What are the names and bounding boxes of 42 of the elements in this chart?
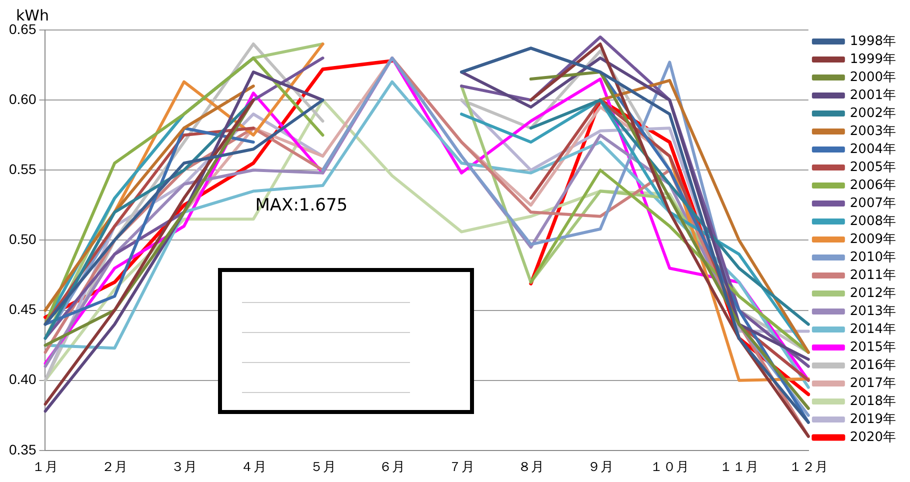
x-tick-label: ９月: [587, 458, 614, 474]
x-tick-label: ５月: [310, 458, 336, 474]
legend-label: 2016年: [850, 358, 896, 373]
legend-label: 1998年: [850, 34, 896, 49]
legend-label: 2019年: [850, 412, 896, 427]
legend-label: 2013年: [850, 304, 896, 319]
x-tick-label: ７月: [448, 458, 475, 474]
x-tick-label: ８月: [518, 458, 544, 474]
legend-label: 2003年: [850, 124, 896, 139]
legend-label: 2004年: [850, 142, 896, 157]
y-tick-label: 0.50: [9, 231, 36, 248]
legend-label: 2007年: [850, 196, 896, 211]
legend-label: 2009年: [850, 232, 896, 247]
legend-label: 2010年: [850, 250, 896, 265]
y-tick-label: 0.35: [9, 441, 36, 458]
y-tick-label: 0.45: [9, 301, 36, 318]
y-tick-label: 0.60: [9, 90, 36, 107]
legend-label: 2008年: [850, 214, 896, 229]
legend-label: 2011年: [850, 268, 896, 283]
y-tick-label: 0.55: [9, 160, 36, 177]
x-tick-label: ３月: [171, 458, 198, 474]
x-tick-label: ６月: [379, 458, 406, 474]
legend-label: 1999年: [850, 52, 896, 67]
x-tick-label: １１月: [720, 458, 759, 474]
x-tick-label: １月: [32, 458, 58, 474]
x-tick-label: ２月: [102, 458, 128, 474]
x-tick-label: ４月: [240, 458, 266, 474]
x-tick-label: １０月: [650, 458, 690, 474]
legend-label: 2002年: [850, 106, 896, 121]
legend-label: 2017年: [850, 376, 896, 391]
x-tick-label: １２月: [788, 458, 828, 474]
annotation: MAX:1.675: [255, 195, 348, 216]
legend-label: 2015年: [850, 340, 896, 355]
legend-label: 2001年: [850, 88, 896, 103]
legend-label: 2018年: [850, 394, 896, 409]
legend-label: 2005年: [850, 160, 896, 175]
legend-label: 2012年: [850, 286, 896, 301]
legend-label: 2020年: [850, 430, 896, 445]
legend-label: 2000年: [850, 70, 896, 85]
legend-label: 2006年: [850, 178, 896, 193]
legend-label: 2014年: [850, 322, 896, 337]
y-tick-label: 0.40: [9, 371, 36, 388]
